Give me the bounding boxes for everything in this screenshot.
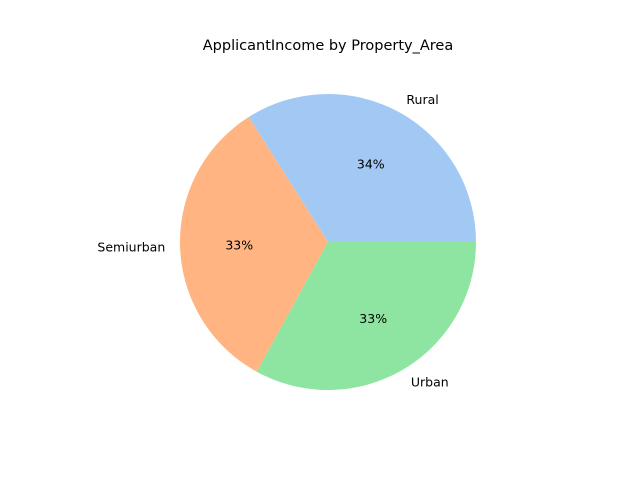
chart-title: ApplicantIncome by Property_Area xyxy=(203,38,453,54)
slice-percent-urban: 33% xyxy=(359,311,387,326)
pie-labels: Rural 34% Semiurban 33% Urban 33% xyxy=(97,92,448,390)
slice-percent-rural: 34% xyxy=(357,157,385,172)
slice-label-urban: Urban xyxy=(411,375,449,390)
pie-slice-rural xyxy=(248,93,476,242)
pie-slice-urban xyxy=(256,242,476,390)
slice-label-semiurban: Semiurban xyxy=(97,240,165,255)
pie-slices xyxy=(180,93,476,390)
slice-percent-semiurban: 33% xyxy=(225,237,253,252)
slice-label-rural: Rural xyxy=(406,92,438,107)
pie-slice-semiurban xyxy=(180,117,328,372)
